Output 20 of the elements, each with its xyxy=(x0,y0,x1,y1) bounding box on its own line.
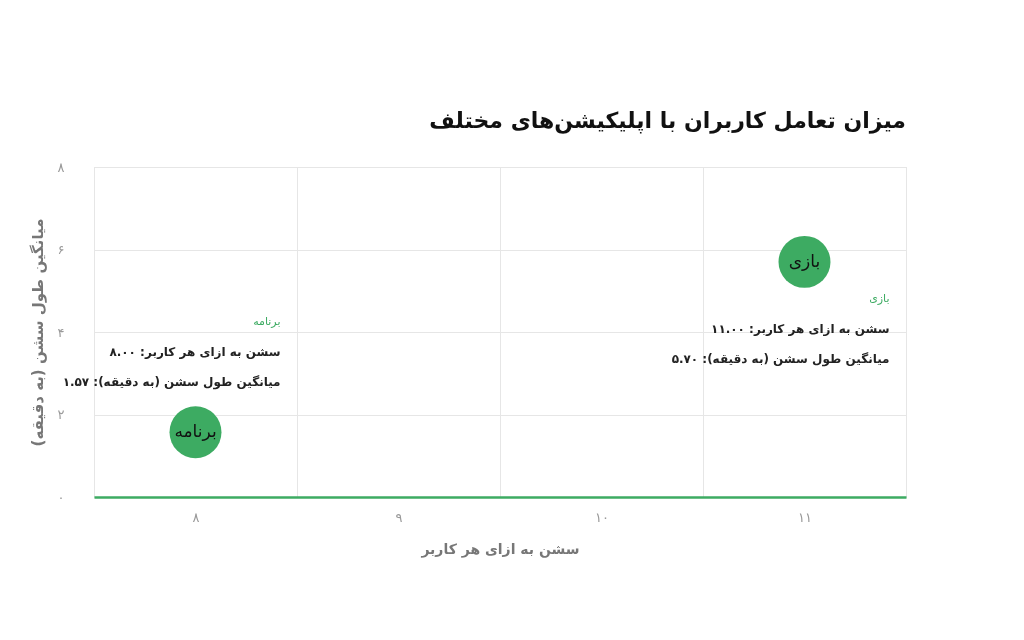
annotation: میانگین طول سشن (به دقیقه): ۱.۵۷ xyxy=(62,375,281,391)
x-tick-label: ۹ xyxy=(395,509,403,525)
x-tick-label: ۱۰ xyxy=(595,509,609,525)
x-tick-label: ۱۱ xyxy=(798,509,812,525)
chart-title: میزان تعامل کاربران با اپلیکیشن‌های مختلف xyxy=(429,108,906,134)
y-axis-title: میانگین طول سشن (به دقیقه) xyxy=(28,218,47,447)
series-label: بازی xyxy=(788,250,821,271)
annotation: سشن به ازای هر کاربر: ۸.۰۰ xyxy=(109,345,281,360)
x-tick-label: ۸ xyxy=(192,509,200,525)
x-axis-title: سشن به ازای هر کاربر xyxy=(420,540,580,558)
y-tick-label: ۴ xyxy=(57,324,65,340)
annotation: بازی xyxy=(869,291,890,305)
y-tick-label: ۶ xyxy=(57,242,65,257)
annotation: سشن به ازای هر کاربر: ۱۱.۰۰ xyxy=(711,321,890,336)
series-label: برنامه xyxy=(174,421,217,442)
annotation: میانگین طول سشن (به دقیقه): ۵.۷۰ xyxy=(671,351,890,367)
annotation: برنامه xyxy=(253,315,281,329)
y-tick-label: ۲ xyxy=(57,407,65,422)
y-tick-label: ۰ xyxy=(57,489,65,505)
y-tick-label: ۸ xyxy=(57,159,65,175)
